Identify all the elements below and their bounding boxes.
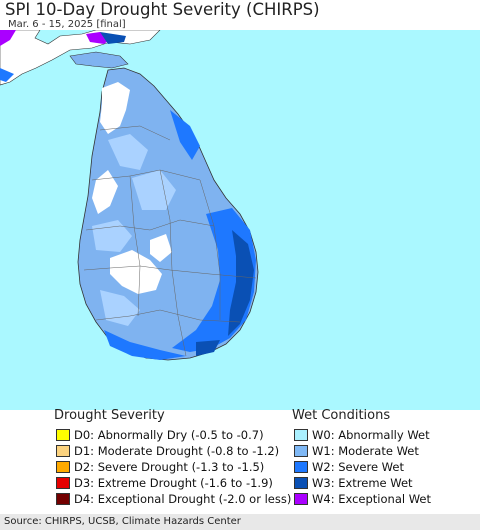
w2-east-coast-north bbox=[170, 110, 200, 160]
central-white-patch-2 bbox=[150, 234, 172, 262]
jaffna-peninsula bbox=[69, 51, 129, 69]
legend-item-d4: D4: Exceptional Drought (-2.0 or less) bbox=[56, 491, 291, 506]
india-wet-coast-west bbox=[0, 30, 16, 46]
legend-item-w1: W1: Moderate Wet bbox=[294, 443, 419, 458]
w0-swatch bbox=[294, 428, 308, 441]
page-title: SPI 10-Day Drought Severity (CHIRPS) bbox=[5, 0, 320, 19]
d3-label: D3: Extreme Drought (-1.6 to -1.9) bbox=[74, 475, 273, 490]
legend-panel: Drought Severity Wet Conditions D0: Abno… bbox=[0, 408, 480, 516]
source-footer: Source: CHIRPS, UCSB, Climate Hazards Ce… bbox=[0, 514, 480, 530]
w4-label: W4: Exceptional Wet bbox=[312, 491, 431, 506]
d2-swatch bbox=[56, 460, 70, 473]
legend-item-d0: D0: Abnormally Dry (-0.5 to -0.7) bbox=[56, 427, 264, 442]
north-white-patch bbox=[100, 82, 130, 134]
w3-south-east bbox=[196, 340, 220, 356]
w3-label: W3: Extreme Wet bbox=[312, 475, 413, 490]
d1-label: D1: Moderate Drought (-0.8 to -1.2) bbox=[74, 443, 280, 458]
india-wet-left bbox=[0, 68, 14, 82]
d3-swatch bbox=[56, 476, 70, 489]
d0-swatch bbox=[56, 428, 70, 441]
wet-legend-heading: Wet Conditions bbox=[292, 408, 391, 423]
w3-east-coast bbox=[228, 230, 254, 336]
legend-item-w3: W3: Extreme Wet bbox=[294, 475, 413, 490]
w0-label: W0: Abnormally Wet bbox=[312, 427, 430, 442]
date-range-subtitle: Mar. 6 - 15, 2025 [final] bbox=[8, 19, 126, 30]
d4-swatch bbox=[56, 492, 70, 505]
w0-patch-south bbox=[100, 290, 140, 326]
india-wet-coast-mid bbox=[100, 32, 126, 44]
w1-label: W1: Moderate Wet bbox=[312, 443, 419, 458]
drought-map bbox=[0, 30, 480, 410]
d4-label: D4: Exceptional Drought (-2.0 or less) bbox=[74, 491, 292, 506]
d2-label: D2: Severe Drought (-1.3 to -1.5) bbox=[74, 459, 265, 474]
drought-legend-heading: Drought Severity bbox=[54, 408, 165, 423]
d0-label: D0: Abnormally Dry (-0.5 to -0.7) bbox=[74, 427, 264, 442]
w4-swatch bbox=[294, 492, 308, 505]
w0-patch-north bbox=[108, 134, 148, 170]
legend-item-w4: W4: Exceptional Wet bbox=[294, 491, 431, 506]
legend-item-d2: D2: Severe Drought (-1.3 to -1.5) bbox=[56, 459, 264, 474]
d1-swatch bbox=[56, 444, 70, 457]
central-white-patch bbox=[110, 250, 162, 294]
w3-swatch bbox=[294, 476, 308, 489]
district-boundaries bbox=[83, 125, 257, 357]
w2-swatch bbox=[294, 460, 308, 473]
legend-item-d1: D1: Moderate Drought (-0.8 to -1.2) bbox=[56, 443, 279, 458]
india-landmass bbox=[0, 30, 161, 86]
legend-item-d3: D3: Extreme Drought (-1.6 to -1.9) bbox=[56, 475, 273, 490]
northwest-white-patch bbox=[92, 170, 118, 214]
w1-swatch bbox=[294, 444, 308, 457]
legend-item-w2: W2: Severe Wet bbox=[294, 459, 404, 474]
legend-item-w0: W0: Abnormally Wet bbox=[294, 427, 430, 442]
w2-south-coast bbox=[104, 330, 186, 360]
w0-patch-central bbox=[132, 170, 176, 210]
w2-label: W2: Severe Wet bbox=[312, 459, 404, 474]
